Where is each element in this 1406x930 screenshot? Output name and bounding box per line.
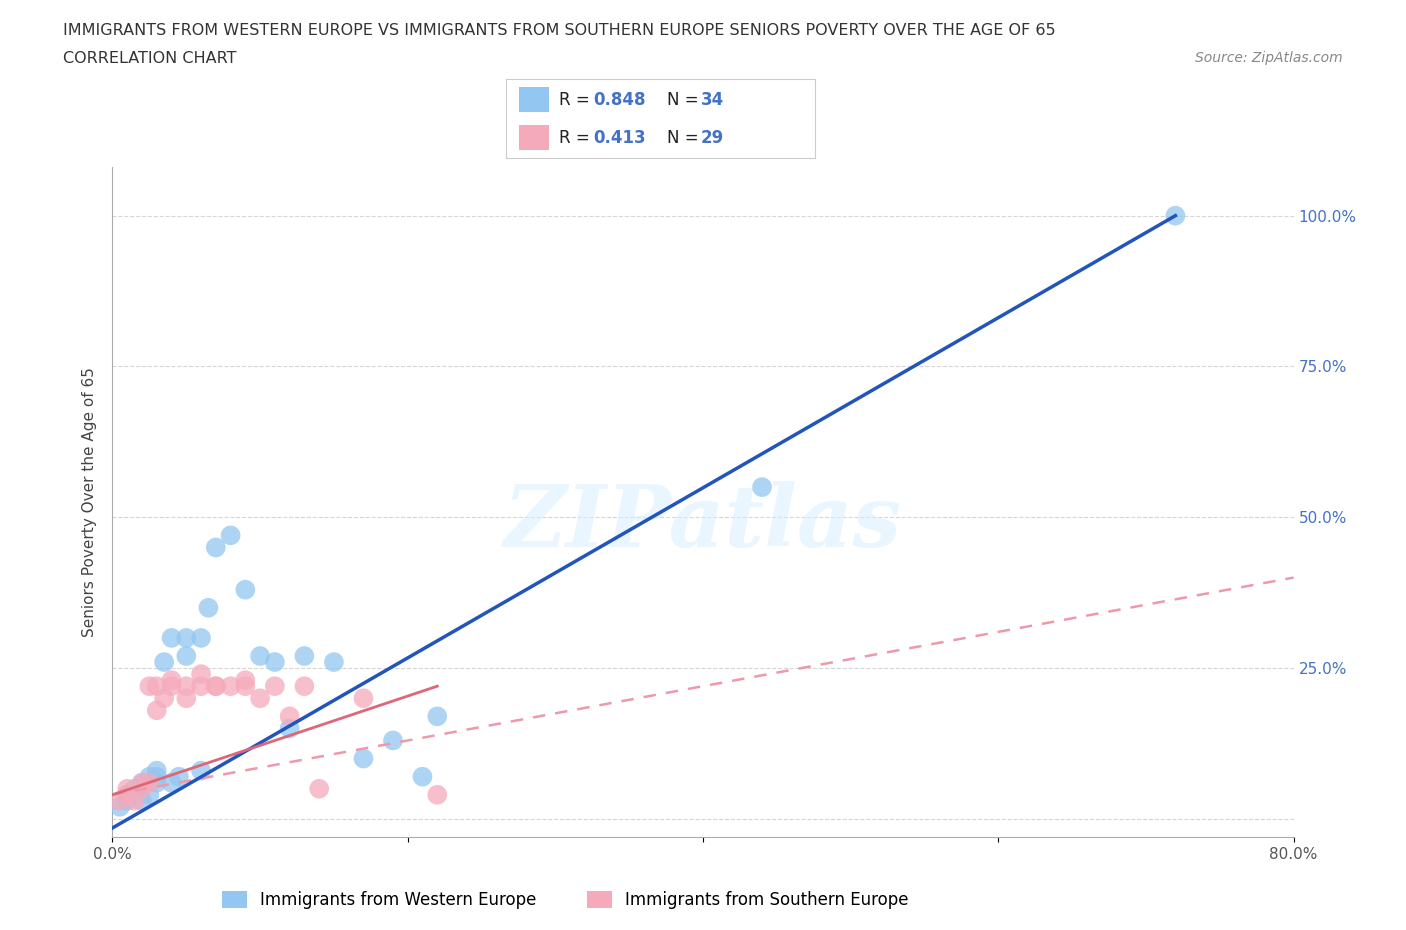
Point (167, 769, 190, 784)
Point (292, 679, 315, 694)
Point (264, 679, 287, 694)
Point (117, 781, 138, 796)
Point (411, 769, 433, 784)
Point (278, 721, 301, 736)
Point (174, 648, 197, 663)
Point (146, 764, 169, 778)
Point (352, 691, 374, 706)
Text: R =: R = (558, 90, 595, 109)
Point (160, 679, 183, 694)
Point (233, 582, 256, 597)
Point (205, 679, 228, 694)
Point (153, 655, 176, 670)
Point (131, 793, 153, 808)
Point (146, 776, 169, 790)
Point (426, 788, 449, 803)
Point (249, 648, 271, 663)
Bar (519, 87, 550, 113)
Point (160, 672, 183, 687)
Point (124, 781, 146, 796)
Point (249, 691, 271, 706)
Point (190, 764, 212, 778)
Point (138, 788, 160, 803)
Point (124, 793, 146, 808)
Text: N =: N = (666, 128, 704, 147)
Point (117, 793, 138, 808)
Point (219, 528, 242, 543)
Text: N =: N = (666, 90, 704, 109)
Point (138, 769, 160, 784)
Point (292, 648, 315, 663)
Point (323, 655, 346, 670)
Text: 0.413: 0.413 (593, 128, 645, 147)
Point (153, 691, 176, 706)
Point (108, 800, 131, 815)
Point (264, 655, 287, 670)
Point (117, 788, 138, 803)
Y-axis label: Seniors Poverty Over the Age of 65: Seniors Poverty Over the Age of 65 (82, 367, 97, 637)
Text: 29: 29 (702, 128, 724, 147)
Point (205, 679, 228, 694)
Point (146, 679, 169, 694)
Point (205, 540, 228, 555)
Text: CORRELATION CHART: CORRELATION CHART (63, 51, 236, 66)
Point (190, 679, 212, 694)
Point (219, 679, 242, 694)
Point (174, 679, 197, 694)
Point (233, 672, 256, 687)
Text: R =: R = (558, 128, 595, 147)
Bar (519, 125, 550, 150)
Point (278, 709, 301, 724)
Point (190, 631, 212, 645)
Point (146, 769, 169, 784)
Point (426, 709, 449, 724)
Point (190, 667, 212, 682)
Point (108, 793, 131, 808)
Point (174, 691, 197, 706)
Point (174, 631, 197, 645)
Point (138, 679, 160, 694)
Text: ZIPatlas: ZIPatlas (503, 481, 903, 564)
Text: Source: ZipAtlas.com: Source: ZipAtlas.com (1195, 51, 1343, 65)
Point (131, 776, 153, 790)
Point (751, 480, 773, 495)
Point (117, 788, 138, 803)
Point (308, 781, 330, 796)
Text: 0.848: 0.848 (593, 90, 645, 109)
Point (160, 631, 183, 645)
Point (131, 781, 153, 796)
Point (1164, 208, 1187, 223)
Point (382, 733, 405, 748)
Text: 34: 34 (702, 90, 724, 109)
Point (233, 679, 256, 694)
Point (160, 776, 183, 790)
Point (146, 703, 169, 718)
Point (197, 601, 219, 616)
Legend: Immigrants from Western Europe, Immigrants from Southern Europe: Immigrants from Western Europe, Immigran… (215, 884, 915, 916)
Point (131, 776, 153, 790)
Point (352, 751, 374, 766)
Point (138, 776, 160, 790)
Text: IMMIGRANTS FROM WESTERN EUROPE VS IMMIGRANTS FROM SOUTHERN EUROPE SENIORS POVERT: IMMIGRANTS FROM WESTERN EUROPE VS IMMIGR… (63, 23, 1056, 38)
